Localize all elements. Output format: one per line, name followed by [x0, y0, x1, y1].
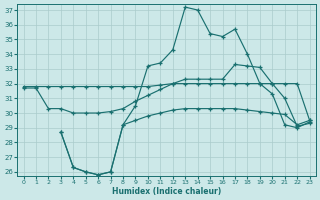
X-axis label: Humidex (Indice chaleur): Humidex (Indice chaleur) [112, 187, 221, 196]
